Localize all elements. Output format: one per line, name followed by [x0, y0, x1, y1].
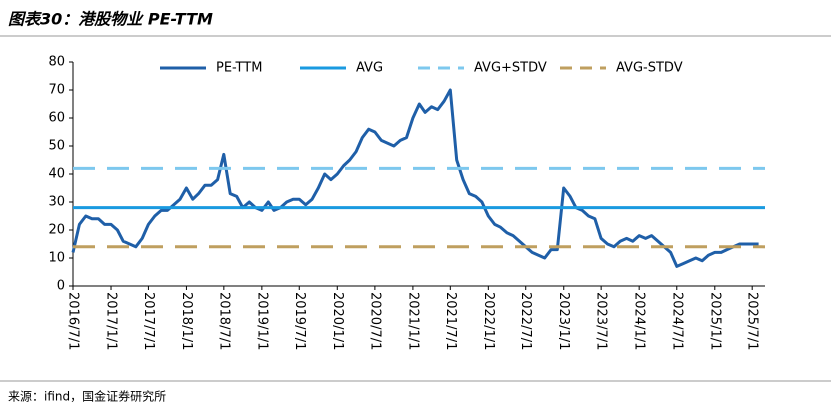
legend-label: AVG — [356, 61, 383, 76]
y-tick-label: 70 — [48, 83, 65, 98]
source-note: 来源：ifind，国金证券研究所 — [8, 389, 166, 404]
y-tick-label: 80 — [48, 55, 65, 70]
y-tick-label: 0 — [57, 279, 65, 294]
x-tick-label: 2020/1/1 — [330, 292, 345, 350]
chart-title: 图表30：港股物业 PE-TTM — [8, 10, 213, 29]
x-tick-label: 2016/7/1 — [66, 292, 81, 350]
x-tick-label: 2025/7/1 — [745, 292, 760, 350]
legend-label: AVG-STDV — [616, 61, 683, 76]
legend-label: PE-TTM — [216, 61, 262, 76]
x-tick-label: 2023/1/1 — [556, 292, 571, 350]
x-tick-label: 2019/7/1 — [292, 292, 307, 350]
x-tick-label: 2024/1/1 — [632, 292, 647, 350]
x-tick-label: 2023/7/1 — [594, 292, 609, 350]
x-tick-label: 2017/1/1 — [104, 292, 119, 350]
pe-line — [71, 88, 759, 268]
x-tick-label: 2025/1/1 — [707, 292, 722, 350]
x-tick-label: 2022/7/1 — [518, 292, 533, 350]
x-tick-label: 2020/7/1 — [367, 292, 382, 350]
x-tick-label: 2018/7/1 — [216, 292, 231, 350]
x-tick-label: 2021/7/1 — [443, 292, 458, 350]
x-tick-label: 2018/1/1 — [179, 292, 194, 350]
y-tick-label: 10 — [48, 251, 65, 266]
x-tick-label: 2017/7/1 — [141, 292, 156, 350]
x-tick-label: 2022/1/1 — [481, 292, 496, 350]
y-tick-label: 20 — [48, 223, 65, 238]
x-tick-label: 2021/1/1 — [405, 292, 420, 350]
y-tick-label: 40 — [48, 167, 65, 182]
y-tick-label: 50 — [48, 139, 65, 154]
x-tick-label: 2024/7/1 — [669, 292, 684, 350]
y-tick-label: 30 — [48, 195, 65, 210]
x-tick-label: 2019/1/1 — [254, 292, 269, 350]
legend-label: AVG+STDV — [474, 61, 547, 76]
y-tick-label: 60 — [48, 111, 65, 126]
